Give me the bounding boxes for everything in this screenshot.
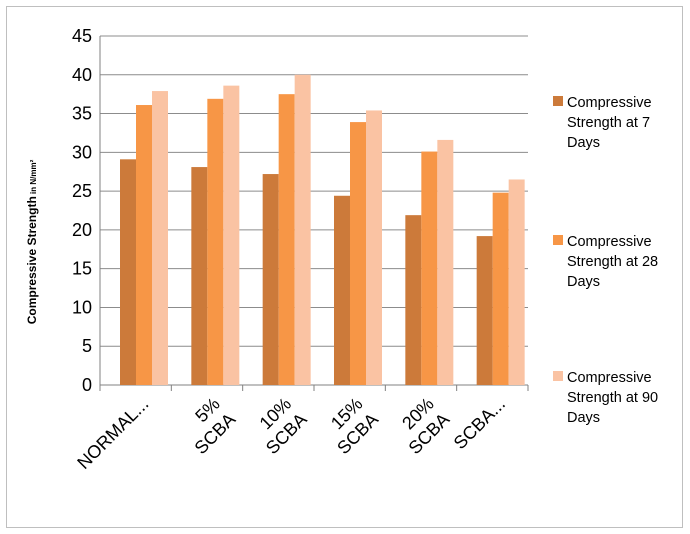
legend-label-line: Strength at 7 <box>567 115 650 131</box>
bar <box>476 236 493 385</box>
bar <box>191 167 208 385</box>
gridlines <box>99 35 529 391</box>
bar <box>334 195 350 385</box>
x-category-label: 15%SCBA <box>318 394 382 458</box>
legend-label-line: Compressive <box>567 95 652 111</box>
y-axis-label-unit-text: in N/mm² <box>29 159 38 194</box>
legend-swatch <box>553 235 563 245</box>
legend-label-line: Days <box>567 135 600 151</box>
y-tick-label: 40 <box>72 65 92 85</box>
x-category-label: NORMAL... <box>73 394 152 473</box>
bar <box>350 122 366 385</box>
bar <box>152 91 168 385</box>
y-tick-label: 45 <box>72 26 92 46</box>
y-tick-label: 35 <box>72 104 92 124</box>
bar <box>294 74 311 386</box>
x-category-label: 20%SCBA <box>389 394 453 458</box>
legend-label-line: Strength at 90 <box>567 390 658 406</box>
legend-label: Compressive Strength at 28 Days <box>567 234 658 290</box>
legend: Compressive Strength at 7 Days Compressive S… <box>553 95 658 426</box>
legend-label-line: Strength at 28 <box>567 254 658 270</box>
y-tick-label: 10 <box>72 297 92 317</box>
y-axis-label-main: Compressive Strength <box>25 196 39 324</box>
y-tick-labels: 0 5 10 15 20 25 30 35 40 45 <box>72 26 92 395</box>
x-category-label: SCBA... <box>450 394 509 453</box>
bar <box>223 85 240 385</box>
y-tick-label: 15 <box>72 259 92 279</box>
bar <box>421 151 438 385</box>
bars <box>120 74 525 386</box>
bar <box>437 139 454 385</box>
x-category-label-line: NORMAL... <box>73 394 152 473</box>
bar <box>207 98 224 385</box>
y-tick-label: 30 <box>72 142 92 162</box>
x-category-label-line: SCBA... <box>450 394 509 453</box>
bar <box>366 110 382 385</box>
legend-label-line: Days <box>567 410 600 426</box>
legend-label-line: Days <box>567 274 600 290</box>
y-tick-label: 25 <box>72 181 92 201</box>
x-category-label: 10%SCBA <box>246 394 310 458</box>
legend-label-line: Compressive <box>567 234 652 250</box>
bar <box>136 105 152 385</box>
y-tick-label: 5 <box>82 336 92 356</box>
bar <box>492 192 509 385</box>
bar <box>405 215 422 385</box>
legend-label: Compressive Strength at 90 Days <box>567 370 658 426</box>
y-tick-label: 20 <box>72 220 92 240</box>
y-axis-label: Compressive Strength in N/mm² <box>25 159 39 324</box>
x-category-label: 5%SCBA <box>175 394 239 458</box>
y-tick-label: 0 <box>82 375 92 395</box>
x-category-labels: NORMAL... 5%SCBA 10%SCBA 15%SCBA 20%SCBASCBA… <box>73 394 509 473</box>
legend-label: Compressive Strength at 7 Days <box>567 95 652 151</box>
bar <box>262 174 279 385</box>
bar <box>120 159 136 385</box>
legend-swatch <box>553 96 563 106</box>
bar <box>278 94 295 386</box>
legend-label-line: Compressive <box>567 370 652 386</box>
bar <box>508 179 525 385</box>
legend-swatch <box>553 371 563 381</box>
